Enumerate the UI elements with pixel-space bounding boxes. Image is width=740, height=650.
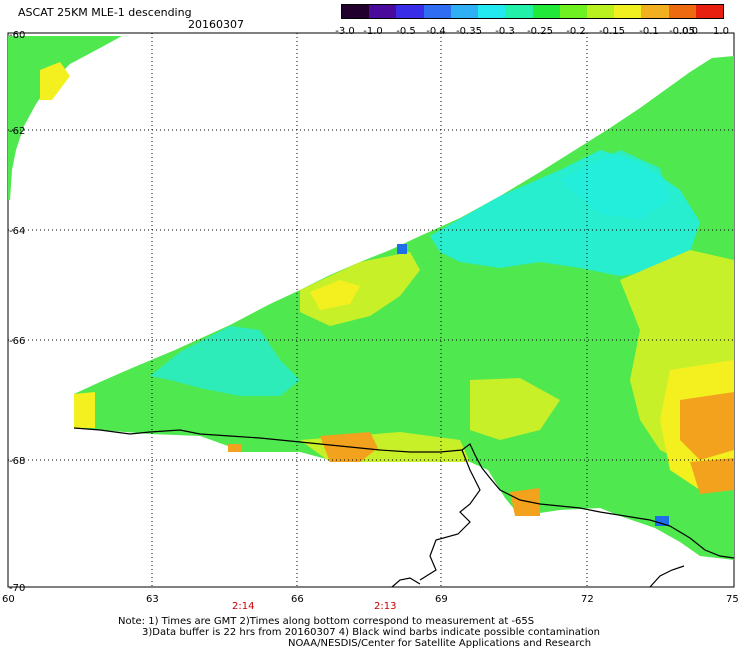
color-scale-labels: -3.0 -1.0 -0.5 -0.4 -0.35 -0.3 -0.25 -0.2 -0.15 -… xyxy=(327,26,737,38)
time-label: 2:13 xyxy=(374,601,396,612)
color-scale-tick-label: -3.0 xyxy=(335,26,355,37)
longitude-label: 72 xyxy=(581,594,594,605)
footer-note-3: NOAA/NESDIS/Center for Satellite Applica… xyxy=(288,638,592,649)
longitude-label: 66 xyxy=(291,594,304,605)
coastline xyxy=(73,427,735,559)
time-label: 2:14 xyxy=(232,601,254,612)
latitude-label: -64 xyxy=(9,226,25,237)
color-scale-tick-label: -0.4 xyxy=(426,26,446,37)
yellow-region xyxy=(40,62,70,100)
orange-region xyxy=(510,488,540,516)
color-scale-tick-label: 0.0 xyxy=(682,26,698,37)
longitude-label: 75 xyxy=(726,594,739,605)
color-scale-segment xyxy=(695,5,724,18)
yellow-region xyxy=(310,280,360,310)
color-scale-tick-label: 1.0 xyxy=(713,26,729,37)
color-scale-tick-label: -0.05 xyxy=(669,26,695,37)
longitude-label: 63 xyxy=(146,594,159,605)
footer-note-1: Note: 1) Times are GMT 2)Times along bot… xyxy=(118,616,535,627)
coastline xyxy=(649,565,685,588)
color-scale-segment xyxy=(532,5,560,18)
data-swath-corner xyxy=(8,36,122,200)
cyan-region xyxy=(150,326,300,396)
color-scale-segment xyxy=(586,5,615,18)
color-scale-segment xyxy=(641,5,669,18)
latitude-label: -70 xyxy=(9,583,25,594)
color-scale-tick-label: -0.15 xyxy=(599,26,625,37)
color-scale-segment xyxy=(559,5,587,18)
orange-region xyxy=(680,392,734,460)
map-title: ASCAT 25KM MLE-1 descending xyxy=(18,6,192,19)
color-scale-tick-label: -0.5 xyxy=(396,26,416,37)
longitude-label: 69 xyxy=(435,594,448,605)
color-scale-bar xyxy=(341,4,724,19)
color-scale-segment xyxy=(450,5,479,18)
color-scale-tick-label: -0.3 xyxy=(495,26,515,37)
color-scale-segment xyxy=(668,5,696,18)
yellow-region xyxy=(470,378,560,440)
color-scale-segment xyxy=(369,5,397,18)
color-scale-tick-label: -0.1 xyxy=(639,26,659,37)
yellow-region xyxy=(74,392,95,428)
longitude-label: 60 xyxy=(2,594,15,605)
blue-pixel xyxy=(397,244,407,254)
cyan-region xyxy=(560,150,670,220)
latitude-label: -66 xyxy=(9,336,25,347)
color-scale-tick-label: -0.35 xyxy=(456,26,482,37)
coastline xyxy=(391,577,421,588)
latitude-label: -68 xyxy=(9,456,25,467)
color-scale-segment xyxy=(505,5,533,18)
color-scale-tick-label: -0.2 xyxy=(566,26,586,37)
latitude-label: -62 xyxy=(9,126,25,137)
color-scale-segment xyxy=(396,5,424,18)
blue-pixel xyxy=(655,516,669,526)
color-scale-segment xyxy=(478,5,506,18)
color-scale-segment xyxy=(614,5,642,18)
color-scale-tick-label: -0.25 xyxy=(527,26,553,37)
coastline xyxy=(419,449,481,581)
color-scale-tick-label: -1.0 xyxy=(363,26,383,37)
latitude-label: -60 xyxy=(9,30,25,41)
color-scale-segment xyxy=(423,5,451,18)
map-date: 20160307 xyxy=(188,18,244,31)
color-scale-segment xyxy=(342,5,370,18)
orange-region xyxy=(690,458,734,494)
orange-region xyxy=(228,444,242,452)
footer-note-2: 3)Data buffer is 22 hrs from 20160307 4)… xyxy=(142,627,600,638)
